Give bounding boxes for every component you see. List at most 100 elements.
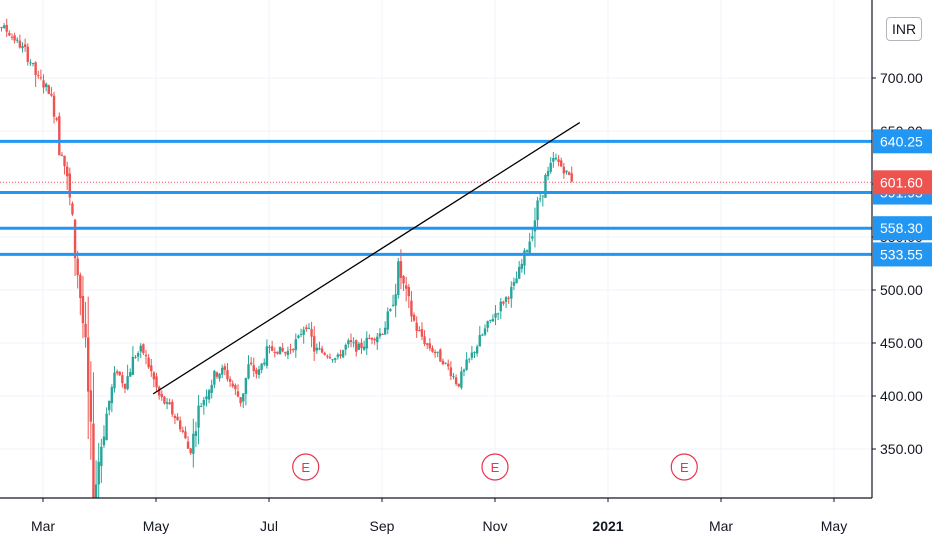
candle-body <box>552 158 554 162</box>
candle-body <box>153 373 155 380</box>
candle-body <box>142 344 144 353</box>
candle-body <box>387 311 389 329</box>
candle-body <box>221 368 223 375</box>
candle-body <box>84 324 86 338</box>
candle-body <box>232 384 234 387</box>
candle-body <box>373 339 375 340</box>
candle-body <box>531 236 533 238</box>
candle-body <box>492 319 494 321</box>
candle-body <box>268 347 270 348</box>
y-tick-label: 450.00 <box>880 335 923 351</box>
candle-body <box>376 337 378 342</box>
candle-body <box>224 366 226 370</box>
candle-body <box>437 352 439 353</box>
candle-body <box>189 448 191 453</box>
candle-body <box>71 203 73 214</box>
candle-body <box>400 261 402 278</box>
axes <box>0 0 872 498</box>
candle-body <box>337 355 339 358</box>
candle-body <box>518 267 520 279</box>
candle-body <box>274 352 276 353</box>
candle-body <box>92 424 94 498</box>
candle-body <box>281 348 283 351</box>
candle-body <box>418 330 420 331</box>
y-tick-label: 500.00 <box>880 282 923 298</box>
candle-body <box>203 400 205 405</box>
candle-body <box>450 367 452 376</box>
candle-body <box>371 338 373 340</box>
candle-body <box>250 363 252 365</box>
candle-body <box>494 313 496 318</box>
candle-body <box>300 334 302 335</box>
candle-body <box>82 296 84 323</box>
candle-body <box>258 369 260 375</box>
candle-body <box>329 357 331 358</box>
candle-body <box>321 348 323 352</box>
candle-body <box>168 402 170 404</box>
candle-body <box>111 387 113 403</box>
candle-body <box>534 220 536 231</box>
candle-body <box>442 361 444 364</box>
candle-body <box>571 173 573 181</box>
y-tick-label: 350.00 <box>880 441 923 457</box>
candle-body <box>408 287 410 296</box>
candle-body <box>184 431 186 438</box>
candle-body <box>103 437 105 446</box>
candle-body <box>313 336 315 351</box>
candle-body <box>29 62 31 63</box>
candle-body <box>208 390 210 399</box>
candle-body <box>394 294 396 305</box>
candle-body <box>473 352 475 353</box>
candle-body <box>11 37 13 38</box>
candle-body <box>363 347 365 350</box>
y-tick-label: 700.00 <box>880 70 923 86</box>
candle-body <box>481 335 483 336</box>
candle-body <box>195 431 197 436</box>
candle-body <box>45 84 47 87</box>
level-price-label: 533.55 <box>880 246 923 262</box>
x-tick-label: 2021 <box>592 518 623 534</box>
candle-body <box>292 349 294 350</box>
candle-body <box>58 116 60 155</box>
candle-body <box>544 175 546 198</box>
candle-body <box>342 350 344 357</box>
candle-body <box>310 329 312 337</box>
candle-body <box>200 406 202 407</box>
candle-body <box>500 302 502 312</box>
candle-body <box>216 372 218 376</box>
candle-body <box>53 96 55 117</box>
candle-body <box>302 330 304 335</box>
candle-body <box>187 442 189 449</box>
candle-body <box>539 198 541 199</box>
candle-body <box>439 349 441 361</box>
candle-body <box>565 171 567 173</box>
earnings-marker-label: E <box>491 460 500 475</box>
candle-body <box>397 261 399 295</box>
candle-body <box>355 340 357 352</box>
candle-body <box>513 282 515 286</box>
currency-badge[interactable]: INR <box>886 17 922 41</box>
candle-body <box>568 172 570 175</box>
candle-body <box>502 302 504 304</box>
candle-body <box>429 343 431 348</box>
candle-body <box>379 333 381 336</box>
y-tick-label: 400.00 <box>880 388 923 404</box>
candle-body <box>179 420 181 429</box>
candle-body <box>242 393 244 401</box>
candle-body <box>161 394 163 397</box>
candle-body <box>34 62 36 75</box>
candle-body <box>174 416 176 418</box>
candle-body <box>245 378 247 394</box>
candle-body <box>163 397 165 404</box>
candle-body <box>119 372 121 375</box>
candle-body <box>108 401 110 410</box>
candle-body <box>166 402 168 404</box>
candle-body <box>113 372 115 388</box>
candle-body <box>352 342 354 343</box>
x-tick-label: Jul <box>260 518 278 534</box>
candle-body <box>331 359 333 360</box>
candle-body <box>289 349 291 350</box>
candle-body <box>384 328 386 335</box>
